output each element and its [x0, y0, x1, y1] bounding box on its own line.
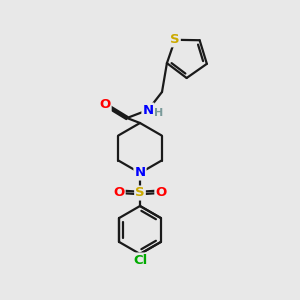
Text: H: H — [154, 108, 164, 118]
Text: S: S — [170, 33, 180, 46]
Text: S: S — [135, 187, 145, 200]
Text: O: O — [155, 185, 167, 199]
Text: O: O — [99, 98, 111, 112]
Text: N: N — [142, 103, 154, 116]
Text: N: N — [134, 167, 146, 179]
Text: Cl: Cl — [133, 254, 147, 266]
Text: O: O — [113, 185, 124, 199]
